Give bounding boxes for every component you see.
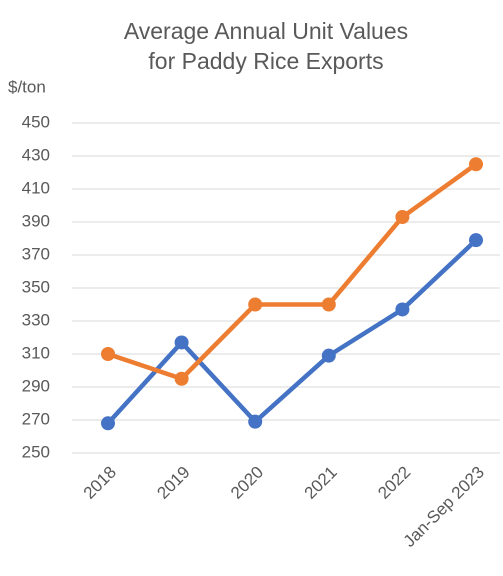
chart-title: Average Annual Unit Values <box>124 18 408 44</box>
data-point <box>248 414 263 429</box>
series-line <box>107 162 478 381</box>
data-point <box>321 348 336 363</box>
data-point <box>469 233 483 248</box>
y-tick-label: 250 <box>22 442 50 461</box>
data-point <box>248 297 263 312</box>
data-point <box>395 302 410 317</box>
x-tick-label: 2021 <box>301 463 341 503</box>
x-tick-label: 2020 <box>227 463 267 503</box>
data-point <box>395 210 410 225</box>
data-point <box>469 157 483 172</box>
data-point <box>101 347 115 361</box>
y-tick-label: 430 <box>22 145 50 164</box>
series-line <box>106 238 478 425</box>
y-axis-label: $/ton <box>8 77 46 96</box>
y-tick-label: 310 <box>22 343 50 362</box>
y-tick-label: 350 <box>22 277 50 296</box>
data-point <box>174 335 189 350</box>
y-tick-label: 410 <box>22 178 50 197</box>
y-tick-label: 330 <box>22 310 50 329</box>
data-point <box>174 371 189 386</box>
x-tick-label: 2022 <box>374 463 414 503</box>
y-tick-label: 290 <box>22 376 50 395</box>
data-point <box>321 297 336 312</box>
y-tick-label: 270 <box>22 409 50 428</box>
chart-title: for Paddy Rice Exports <box>148 48 383 74</box>
y-tick-label: 390 <box>22 211 50 230</box>
x-tick-label: 2019 <box>153 463 193 503</box>
x-tick-label: 2018 <box>80 463 120 503</box>
y-tick-label: 370 <box>22 244 50 263</box>
data-point <box>101 416 115 431</box>
y-tick-label: 450 <box>22 112 50 131</box>
